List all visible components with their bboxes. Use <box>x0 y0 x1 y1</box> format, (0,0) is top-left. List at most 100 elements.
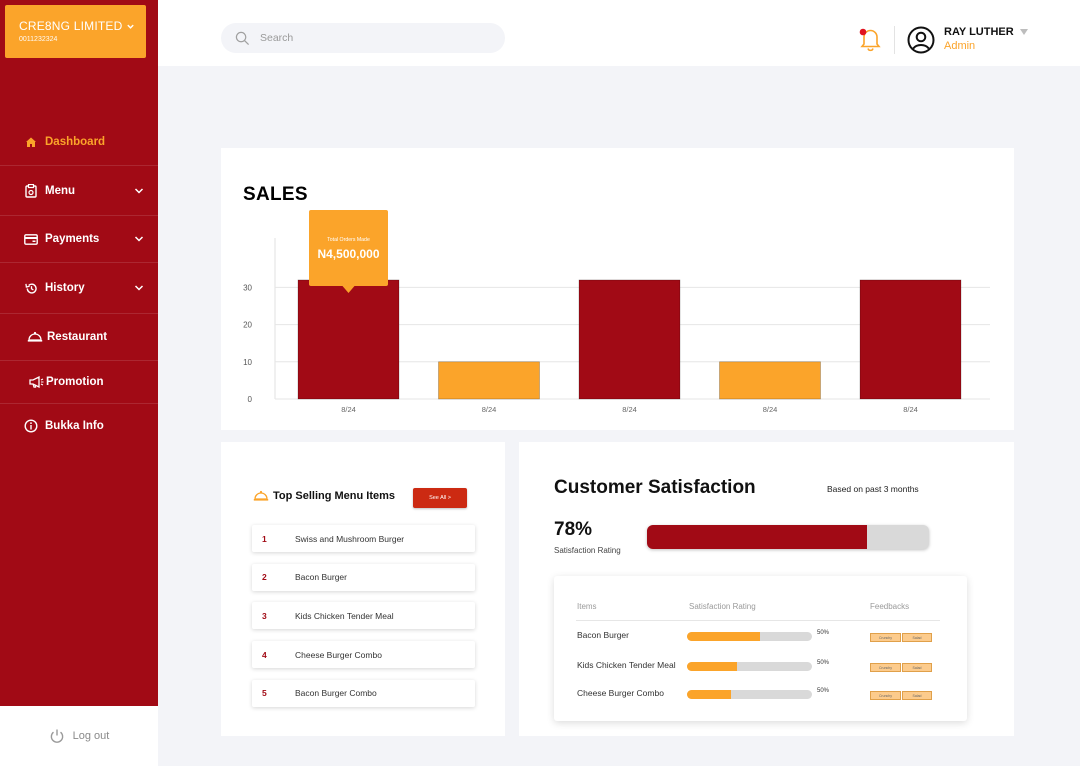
y-tick-label: 30 <box>243 283 252 292</box>
bar <box>719 361 821 400</box>
table-row: Kids Chicken Tender Meal 50% Crunchy Sal… <box>554 660 967 674</box>
chevron-down-icon <box>127 24 135 29</box>
tooltip-label: Total Orders Made <box>327 237 370 243</box>
list-item[interactable]: 1 Swiss and Mushroom Burger <box>252 525 475 552</box>
top-selling-list: 1 Swiss and Mushroom Burger 2 Bacon Burger… <box>252 525 475 718</box>
header-divider <box>894 26 895 54</box>
bell-icon[interactable] <box>858 26 882 52</box>
search-bar <box>221 23 505 53</box>
list-item[interactable]: 4 Cheese Burger Combo <box>252 641 475 669</box>
y-tick-label: 10 <box>243 358 252 367</box>
card-icon <box>24 232 38 246</box>
chevron-down-icon <box>134 187 144 194</box>
item-rank: 1 <box>262 533 267 544</box>
feedback-chip[interactable]: Salad <box>902 691 932 700</box>
y-tick-label: 20 <box>243 321 252 330</box>
row-rating-percent: 50% <box>817 660 830 666</box>
item-name: Cheese Burger Combo <box>295 649 382 660</box>
company-switcher[interactable]: CRE8NG LIMITED 0011232324 <box>5 5 146 58</box>
sales-chart: 0 10 20 30 8/24 8/24 8/24 8/24 8/24 Total Orders … <box>243 210 990 414</box>
caret-down-icon[interactable] <box>1020 28 1028 36</box>
sidebar-item-label: Bukka Info <box>45 420 104 432</box>
feedback-chip[interactable]: Crunchy <box>870 691 901 700</box>
row-item-name: Bacon Burger <box>577 630 629 640</box>
top-selling-card: Top Selling Menu Items See All > 1 Swiss … <box>221 442 505 736</box>
row-rating-bar <box>687 690 812 699</box>
user-name[interactable]: RAY LUTHER <box>944 26 1014 38</box>
sidebar-item-history[interactable]: History <box>0 263 158 314</box>
y-tick-label: 0 <box>248 395 253 404</box>
see-all-button[interactable]: See All > <box>413 488 467 508</box>
feedback-chip[interactable]: Crunchy <box>870 663 901 672</box>
item-name: Bacon Burger <box>295 572 347 583</box>
user-avatar-icon[interactable] <box>907 26 935 54</box>
notification-dot <box>859 28 867 36</box>
list-item[interactable]: 3 Kids Chicken Tender Meal <box>252 602 475 630</box>
satisfaction-percent: 78% <box>554 519 593 540</box>
list-item[interactable]: 5 Bacon Burger Combo <box>252 679 475 707</box>
x-tick-label: 8/24 <box>622 405 637 414</box>
sidebar-nav: Dashboard Menu Payments History <box>0 118 158 448</box>
menu-book-icon <box>24 183 38 198</box>
column-header-items: Items <box>577 602 597 611</box>
info-icon <box>24 419 38 433</box>
bar <box>438 361 540 400</box>
tooltip-value: N4,500,000 <box>317 247 379 261</box>
cloche-icon <box>253 490 269 501</box>
satisfaction-rating-label: Satisfaction Rating <box>554 546 621 555</box>
table-header-divider <box>576 620 940 621</box>
item-rank: 3 <box>262 610 267 621</box>
x-tick-label: 8/24 <box>341 405 356 414</box>
home-icon <box>24 135 38 149</box>
sidebar-item-payments[interactable]: Payments <box>0 216 158 263</box>
feedback-chip[interactable]: Crunchy <box>870 633 901 642</box>
sidebar-item-label: Restaurant <box>47 331 108 343</box>
row-rating-percent: 50% <box>817 688 830 694</box>
user-role: Admin <box>944 40 976 52</box>
list-item[interactable]: 2 Bacon Burger <box>252 563 475 591</box>
satisfaction-table: Items Satisfaction Rating Feedbacks Baco… <box>554 576 967 721</box>
chart-tooltip <box>309 210 388 286</box>
sidebar-item-dashboard[interactable]: Dashboard <box>0 118 158 166</box>
search-icon <box>235 31 250 45</box>
x-tick-label: 8/24 <box>763 405 778 414</box>
feedback-chip[interactable]: Salad <box>902 663 932 672</box>
sidebar-item-bukka-info[interactable]: Bukka Info <box>0 404 158 448</box>
satisfaction-progress-fill <box>647 525 867 549</box>
row-rating-fill <box>687 662 737 671</box>
sales-card: SALES 0 10 20 30 8/24 8/24 8/24 8/24 8/24 Total O… <box>221 148 1014 430</box>
satisfaction-period: Based on past 3 months <box>827 484 919 494</box>
feedback-chip[interactable]: Salad <box>902 633 932 642</box>
chevron-down-icon <box>134 236 144 242</box>
cloche-icon <box>27 330 43 344</box>
column-header-rating: Satisfaction Rating <box>689 602 756 611</box>
sidebar-item-menu[interactable]: Menu <box>0 166 158 216</box>
search-input[interactable] <box>260 32 480 44</box>
row-rating-percent: 50% <box>817 630 830 636</box>
company-name: CRE8NG LIMITED <box>19 19 123 33</box>
table-row: Cheese Burger Combo 50% Crunchy Salad <box>554 688 967 702</box>
sidebar-item-restaurant[interactable]: Restaurant <box>0 314 158 361</box>
x-tick-label: 8/24 <box>903 405 918 414</box>
history-icon <box>24 281 38 295</box>
row-rating-bar <box>687 632 812 641</box>
satisfaction-progress-bar <box>647 525 929 549</box>
satisfaction-title: Customer Satisfaction <box>554 477 756 498</box>
row-item-name: Kids Chicken Tender Meal <box>577 660 676 670</box>
item-name: Kids Chicken Tender Meal <box>295 610 394 621</box>
top-selling-title: Top Selling Menu Items <box>273 490 396 502</box>
row-rating-fill <box>687 632 760 641</box>
table-row: Bacon Burger 50% Crunchy Salad <box>554 630 967 644</box>
sidebar-item-label: Payments <box>45 233 100 245</box>
sidebar-item-label: History <box>45 282 85 294</box>
chevron-down-icon <box>134 285 144 291</box>
power-icon <box>50 729 63 743</box>
bar <box>859 279 962 400</box>
sidebar: CRE8NG LIMITED 0011232324 Dashboard Menu… <box>0 0 158 766</box>
item-name: Bacon Burger Combo <box>295 688 377 699</box>
sidebar-item-promotion[interactable]: Promotion <box>0 361 158 404</box>
company-number: 0011232324 <box>19 36 58 43</box>
logout-button[interactable]: Log out <box>0 706 158 766</box>
item-rank: 2 <box>262 572 267 583</box>
sidebar-item-label: Menu <box>45 184 76 197</box>
